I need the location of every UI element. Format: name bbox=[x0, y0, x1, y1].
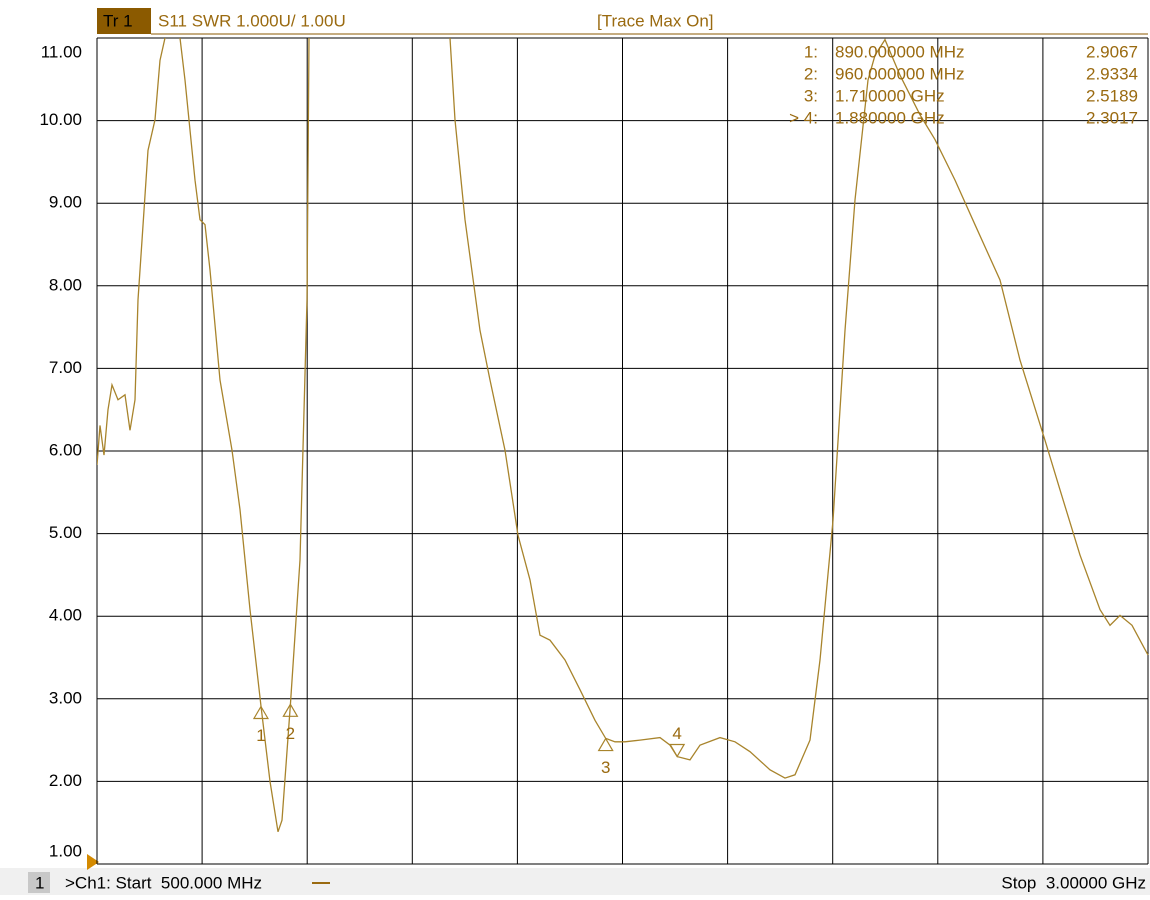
reference-marker bbox=[87, 854, 99, 870]
readout-label: 2: bbox=[804, 64, 818, 83]
y-tick-label: 7.00 bbox=[49, 358, 82, 377]
marker-label: 4 bbox=[672, 724, 681, 743]
marker bbox=[282, 703, 299, 717]
marker-label: 1 bbox=[256, 726, 265, 745]
marker-label: 3 bbox=[601, 758, 610, 777]
trace-box bbox=[97, 8, 151, 34]
y-tick-label: 11.00 bbox=[41, 42, 82, 61]
plot-area bbox=[97, 38, 1149, 833]
y-tick-label: 5.00 bbox=[49, 523, 82, 542]
readout-value: 2.5189 bbox=[1086, 86, 1138, 105]
readout-frequency: 890.000000 MHz bbox=[835, 42, 964, 61]
y-tick-label: 3.00 bbox=[49, 688, 82, 707]
trace-description: S11 SWR 1.000U/ 1.00U bbox=[158, 11, 346, 30]
readout-value: 2.3017 bbox=[1086, 108, 1138, 127]
trace-line bbox=[97, 38, 1149, 833]
channel-number: 1 bbox=[35, 873, 44, 892]
start-frequency: >Ch1: Start 500.000 MHz bbox=[65, 873, 262, 892]
y-tick-label: 8.00 bbox=[49, 275, 82, 294]
readout-value: 2.9067 bbox=[1086, 42, 1138, 61]
readout-label: 1: bbox=[804, 42, 818, 61]
readout-frequency: 1.710000 GHz bbox=[835, 86, 945, 105]
trace-id: Tr 1 bbox=[103, 11, 133, 30]
y-tick-label: 6.00 bbox=[49, 440, 82, 459]
readout-label: > 4: bbox=[789, 108, 818, 127]
footer-bar bbox=[0, 868, 1150, 895]
y-tick-label: 4.00 bbox=[49, 606, 82, 625]
marker bbox=[252, 705, 270, 720]
trace-status: [Trace Max On] bbox=[597, 11, 714, 30]
y-tick-label: 9.00 bbox=[49, 193, 82, 212]
channel-box bbox=[28, 872, 50, 893]
stop-frequency: Stop 3.00000 GHz bbox=[1001, 873, 1146, 892]
readout-frequency: 1.880000 GHz bbox=[835, 108, 945, 127]
readout-frequency: 960.000000 MHz bbox=[835, 64, 964, 83]
y-tick-label: 1.00 bbox=[49, 841, 82, 860]
marker-label: 2 bbox=[286, 724, 295, 743]
readout-value: 2.9334 bbox=[1086, 64, 1138, 83]
y-tick-label: 10.00 bbox=[39, 110, 82, 129]
y-tick-label: 2.00 bbox=[49, 771, 82, 790]
marker bbox=[669, 743, 686, 758]
marker bbox=[597, 737, 614, 752]
readout-label: 3: bbox=[804, 86, 818, 105]
